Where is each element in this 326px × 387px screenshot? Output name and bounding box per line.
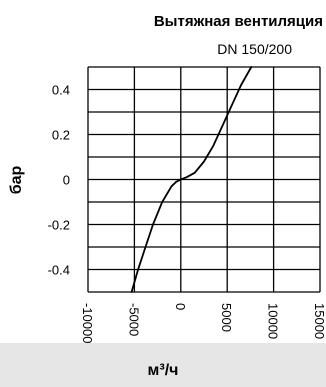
- x-tick-label: 10000: [266, 303, 281, 339]
- y-axis-label: бар: [8, 166, 25, 195]
- x-tick-label: 0: [173, 303, 188, 310]
- y-tick-label: 0: [63, 173, 70, 188]
- x-tick-label: 15000: [312, 303, 326, 339]
- x-tick-label: 5000: [219, 303, 234, 332]
- chart-subtitle: DN 150/200: [217, 41, 292, 57]
- x-axis-band: [0, 343, 326, 387]
- y-tick-label: -0.4: [48, 263, 70, 278]
- y-tick-label: 0.4: [52, 83, 70, 98]
- x-tick-label: -5000: [126, 303, 141, 336]
- x-axis-label: м³/ч: [147, 362, 179, 379]
- series-line: [130, 66, 253, 293]
- y-tick-label: -0.2: [48, 218, 70, 233]
- y-tick-label: 0.2: [52, 128, 70, 143]
- x-tick-label: -10000: [80, 303, 95, 343]
- chart-title: Вытяжная вентиляция: [154, 13, 323, 30]
